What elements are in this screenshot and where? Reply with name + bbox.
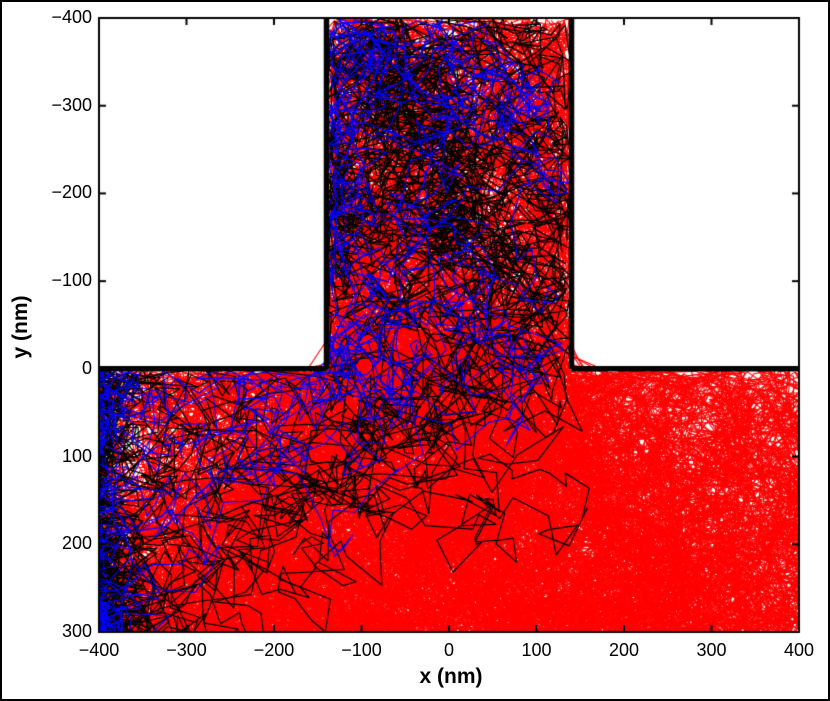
x-tick-label: −300 [166,640,207,660]
y-tick-label: 0 [81,357,92,378]
x-tick-label: 200 [608,640,640,660]
y-tick-label: −200 [51,182,92,203]
y-tick-label: −300 [51,94,92,115]
x-tick-label: 0 [443,640,454,660]
x-tick-label: 100 [521,640,552,660]
x-axis-label: x (nm) [419,665,483,688]
y-tick-label: −400 [51,7,92,27]
x-tick-label: 400 [783,640,815,660]
y-tick-label: −100 [51,270,92,291]
y-tick-label: 200 [61,533,92,554]
x-tick-label: 300 [696,640,727,660]
x-tick-label: −200 [253,640,295,660]
x-tick-label: −100 [341,640,382,660]
x-tick-label: −400 [78,640,120,660]
y-tick-label: 300 [61,621,92,641]
y-tick-label: 100 [61,445,92,466]
